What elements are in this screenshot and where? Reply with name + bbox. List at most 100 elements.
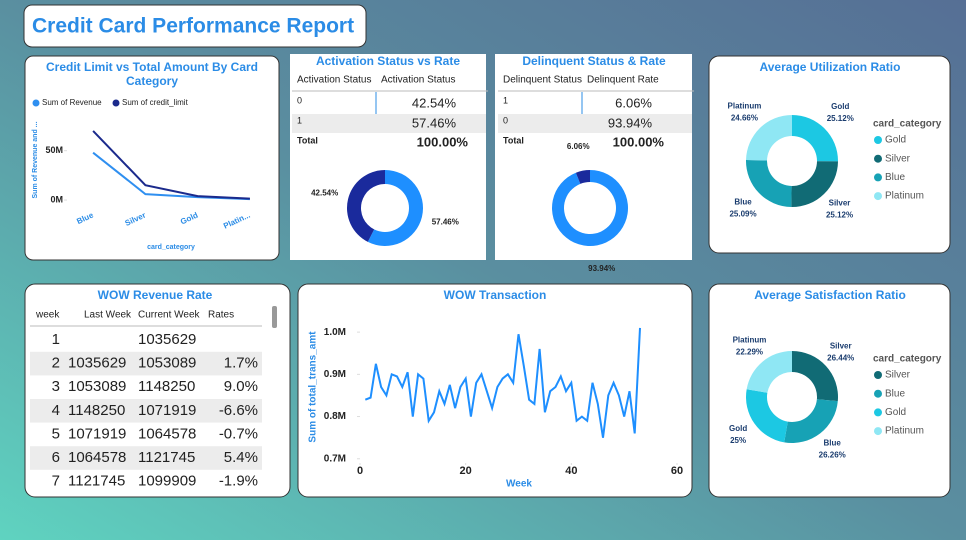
table-cell: 2 <box>52 355 60 372</box>
data-label-name: Blue <box>734 197 752 206</box>
chart-title: Average Satisfaction Ratio <box>754 288 906 302</box>
column-header: Delinquent Status <box>503 75 582 86</box>
table-cell: -1.9% <box>219 473 258 490</box>
table-cell: -0.7% <box>219 425 258 442</box>
y-tick-label: 50M <box>45 145 63 155</box>
data-label: 25% <box>730 436 746 445</box>
x-axis-label: Week <box>506 479 532 490</box>
x-tick-label: 40 <box>565 465 577 477</box>
table-title: WOW Revenue Rate <box>98 288 213 302</box>
data-label: 25.09% <box>729 209 756 218</box>
table-cell: 1121745 <box>68 473 125 490</box>
table-cell: 42.54% <box>412 95 457 110</box>
legend-label: Silver <box>885 153 911 164</box>
donut-segment <box>746 115 792 161</box>
column-header: Activation Status <box>381 75 455 86</box>
panel <box>297 283 693 498</box>
data-label: 42.54% <box>311 189 338 198</box>
table-cell: 3 <box>52 378 60 395</box>
table-title: Delinquent Status & Rate <box>522 54 666 68</box>
line-series <box>92 130 250 200</box>
data-label-name: Blue <box>824 438 842 447</box>
legend-label: Sum of Revenue <box>42 98 102 107</box>
panel <box>495 54 692 260</box>
data-label-name: Gold <box>831 102 849 111</box>
y-tick-label: 0.8M <box>324 411 346 422</box>
column-header: Last Week <box>84 310 132 321</box>
data-label-name: Silver <box>830 342 852 351</box>
chart-title-box: Credit Limit vs Total Amount By Card Cat… <box>45 60 258 88</box>
column-header: Current Week <box>138 310 201 321</box>
table-total: Total <box>297 135 318 145</box>
row-band <box>292 114 486 133</box>
table-cell: 1053089 <box>68 378 126 395</box>
row-band <box>30 399 262 423</box>
donut-segment <box>367 170 423 247</box>
table-cell: 5.4% <box>224 449 258 466</box>
column-header: Rates <box>208 310 234 321</box>
donut-segment <box>746 351 792 393</box>
y-axis-label: Sum of total_trans_amt <box>308 331 319 443</box>
legend-label: Gold <box>885 407 906 418</box>
scrollbar[interactable] <box>272 306 277 328</box>
line-series <box>364 327 641 438</box>
table-cell: 1121745 <box>138 449 195 466</box>
legend-swatch <box>32 99 40 107</box>
table-cell: 0 <box>503 115 508 125</box>
table-total: Total <box>503 135 524 145</box>
y-tick-label: 0.9M <box>324 369 346 380</box>
legend-label: Silver <box>885 370 911 381</box>
table-cell: 5 <box>52 425 60 442</box>
table-cell: 1148250 <box>68 402 125 419</box>
data-label: 6.06% <box>567 142 590 151</box>
data-label: 57.46% <box>432 218 459 227</box>
data-label: 25.12% <box>826 211 853 220</box>
legend-swatch <box>874 192 882 201</box>
donut-segment <box>746 389 788 443</box>
legend-label: Blue <box>885 172 905 183</box>
table-title: Activation Status vs Rate <box>316 54 460 68</box>
table-cell: 0 <box>297 95 302 105</box>
donut-segment <box>784 399 838 443</box>
x-tick-label: 20 <box>460 465 472 477</box>
x-tick-label: 0 <box>357 465 363 477</box>
data-label-name: Platinum <box>728 102 762 111</box>
table-cell: 1071919 <box>68 425 126 442</box>
legend-label: Gold <box>885 135 906 146</box>
panel <box>24 55 280 261</box>
y-tick-label: 1.0M <box>324 327 346 338</box>
table-cell: 4 <box>52 402 60 419</box>
chart-title: Credit Limit vs Total Amount By Card Cat… <box>45 60 258 88</box>
legend-swatch <box>874 371 882 379</box>
data-label-name: Silver <box>829 199 851 208</box>
table-cell: 1071919 <box>138 402 196 419</box>
table-cell: 1.7% <box>224 355 258 372</box>
table-cell: 1035629 <box>68 355 126 372</box>
table-cell: 1053089 <box>138 355 196 372</box>
donut-segment <box>792 115 838 162</box>
table-cell: 1 <box>503 95 508 105</box>
data-label: 26.44% <box>827 354 854 363</box>
table-cell: 1 <box>52 331 60 348</box>
panel <box>290 54 486 260</box>
table-cell: 9.0% <box>224 378 258 395</box>
y-axis-label: Sum of Revenue and ... <box>32 121 39 198</box>
x-tick-label: 60 <box>671 465 683 477</box>
column-header: Activation Status <box>297 75 371 86</box>
legend-swatch <box>874 136 882 144</box>
chart-title: Average Utilization Ratio <box>760 60 901 74</box>
legend-swatch <box>874 427 882 436</box>
table-cell: 1 <box>297 115 302 125</box>
data-label: 25.12% <box>827 114 854 123</box>
x-axis-label: card_category <box>147 244 195 251</box>
report-title: Credit Card Performance Report <box>32 15 354 38</box>
column-header: week <box>35 310 60 321</box>
table-cell: 6 <box>52 449 60 466</box>
table-cell: 1064578 <box>138 425 196 442</box>
y-tick-label: 0M <box>50 194 63 204</box>
table-cell: 1035629 <box>138 331 196 348</box>
legend-label: Blue <box>885 388 905 399</box>
table-total: 100.00% <box>417 134 469 149</box>
table-total: 100.00% <box>613 134 665 149</box>
donut-segment <box>575 170 590 184</box>
